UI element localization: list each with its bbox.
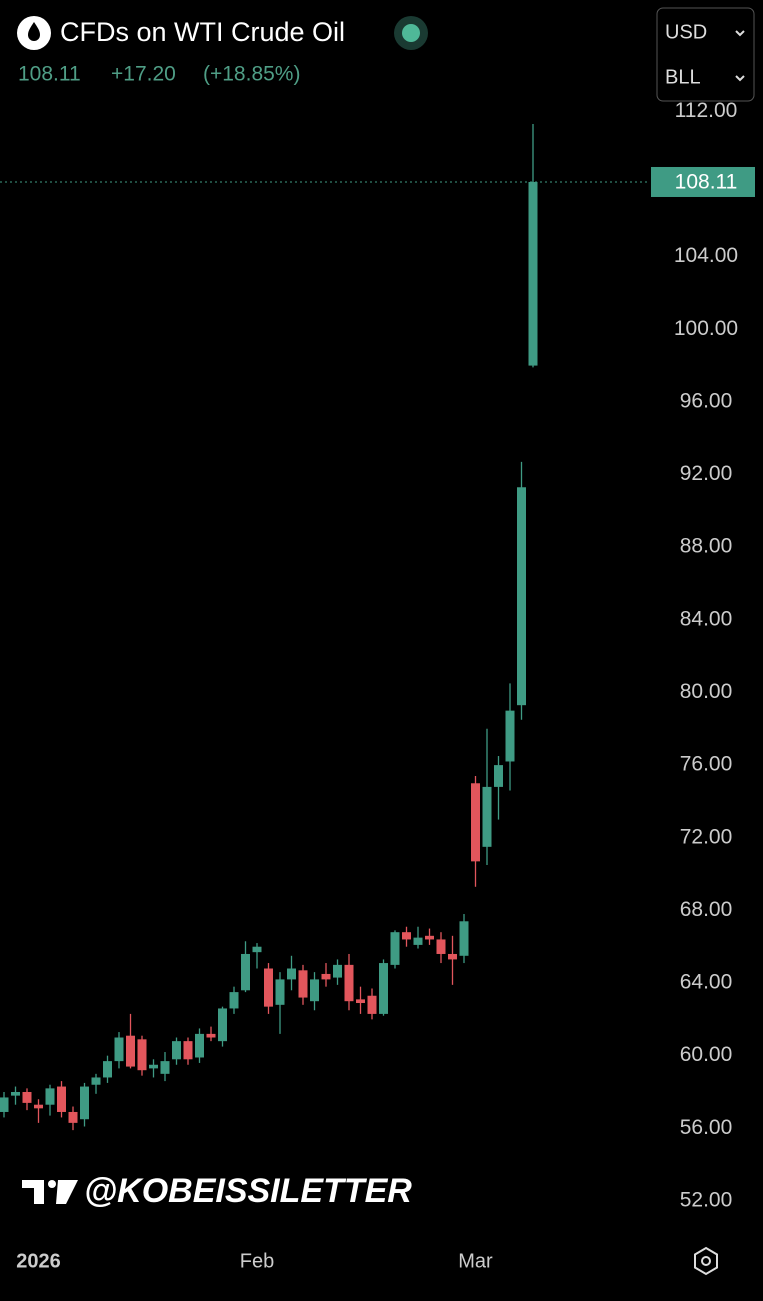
x-tick-label: Feb: [240, 1250, 274, 1272]
settings-icon: [701, 1256, 711, 1266]
candle-body: [34, 1104, 43, 1109]
candle-body: [218, 1008, 227, 1042]
chart-title: CFDs on WTI Crude Oil: [60, 17, 345, 47]
candle-body: [402, 932, 411, 940]
candle-body: [436, 939, 446, 954]
candle-body: [459, 921, 469, 956]
candle-body: [310, 979, 319, 1002]
candle-body: [333, 964, 342, 978]
y-tick-label: 76.00: [680, 753, 733, 776]
candle-body: [137, 1039, 147, 1071]
y-tick-label: 64.00: [680, 971, 733, 994]
y-tick-label: 104.00: [674, 244, 738, 267]
candle-body: [114, 1037, 124, 1062]
y-tick-label: 96.00: [680, 389, 733, 412]
candle-body: [172, 1041, 181, 1060]
y-tick-label: 100.00: [674, 317, 738, 340]
unit-select[interactable]: BLL: [665, 66, 701, 88]
candle-body: [367, 995, 377, 1014]
candle-body: [517, 487, 526, 706]
plot: 52.00 56.00 60.00 64.00 68.00 72.00 76.00 80.00…: [0, 99, 755, 1272]
settings-button[interactable]: [694, 1246, 718, 1276]
candle-body: [160, 1061, 170, 1074]
dropdown-panel: [656, 7, 755, 102]
price-change: +17.20: [111, 63, 176, 86]
candle-body: [390, 932, 400, 965]
candle-body: [287, 968, 296, 980]
y-tick-label: 52.00: [680, 1189, 733, 1212]
candle-body: [57, 1086, 66, 1112]
candle-body: [22, 1091, 32, 1103]
last-price: 108.11: [18, 63, 81, 86]
chevron: [735, 75, 745, 82]
y-tick-label: 84.00: [680, 607, 733, 630]
x-tick-label: 2026: [16, 1250, 61, 1272]
y-tick-label: 60.00: [680, 1043, 733, 1066]
candle-body: [241, 953, 250, 991]
y-tick-label: 112.00: [675, 99, 738, 122]
candle-body: [80, 1086, 89, 1120]
candle-body: [344, 964, 354, 1002]
candle-body: [528, 181, 538, 366]
currency-select[interactable]: USD: [665, 21, 707, 43]
y-tick-label: 80.00: [680, 680, 733, 703]
candle-body: [471, 783, 480, 862]
candle-body: [195, 1033, 204, 1058]
candle-body: [356, 999, 365, 1004]
y-tick-label: 56.00: [680, 1116, 733, 1139]
candle-body: [252, 946, 262, 953]
candle-body: [482, 786, 492, 847]
chevron: [735, 30, 745, 37]
y-tick-label: 92.00: [680, 462, 733, 485]
candle-body: [379, 963, 388, 1014]
candle-body: [103, 1061, 112, 1078]
y-tick-label: 72.00: [680, 825, 733, 848]
price-label: 108.11: [675, 171, 738, 194]
candle-body: [149, 1064, 158, 1069]
candle-body: [494, 765, 503, 787]
candle-body: [298, 970, 308, 998]
candle-body: [11, 1091, 20, 1096]
candle-body: [321, 973, 331, 980]
candle-body: [126, 1035, 135, 1067]
candle-body: [183, 1041, 193, 1060]
candle-body: [425, 935, 434, 940]
x-tick-label: Mar: [458, 1250, 493, 1272]
candle-body: [413, 937, 423, 945]
candle-body: [91, 1077, 101, 1085]
price-label-box: [651, 166, 755, 197]
candle-body: [45, 1088, 55, 1105]
tv-logo: [22, 1180, 78, 1204]
price-change-pct: (+18.85%): [203, 63, 300, 86]
candle-body: [229, 992, 239, 1009]
status-dot: [402, 24, 420, 42]
candle-body: [0, 1097, 9, 1112]
drop-icon: [28, 22, 40, 41]
candle-body: [68, 1111, 78, 1123]
watermark: @KOBEISSILETTER: [84, 1172, 412, 1210]
candle-body: [206, 1033, 216, 1038]
candle-body: [448, 953, 457, 960]
candle-body: [264, 968, 273, 1007]
y-tick-label: 68.00: [680, 898, 733, 921]
y-tick-label: 88.00: [680, 535, 733, 558]
candle-body: [505, 710, 515, 762]
candle-body: [275, 979, 285, 1005]
